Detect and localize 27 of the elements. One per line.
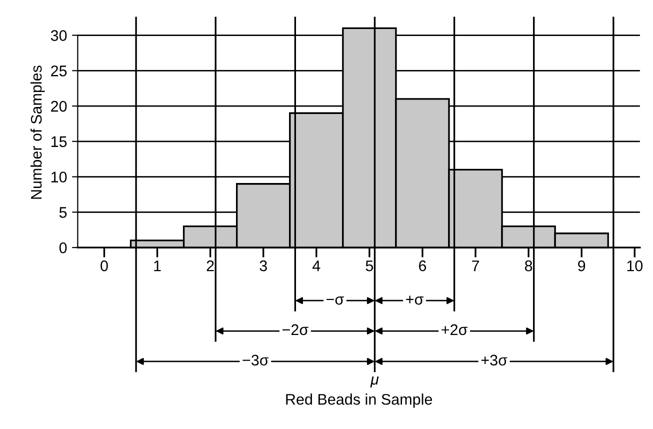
x-tick-label: 7 (472, 260, 479, 272)
text: −3σ (242, 354, 269, 366)
y-tick-label: 10 (51, 172, 67, 182)
y-axis-title: Number of Samples (30, 66, 45, 199)
x-tick-label: 4 (312, 260, 320, 272)
y-tick-label: 0 (59, 242, 67, 254)
y-tick-label: 30 (50, 30, 67, 41)
x-tick-label: 6 (419, 260, 426, 272)
x-tick-label: 0 (100, 260, 108, 272)
y-tick-label: 20 (51, 100, 67, 112)
y-tick-label: 5 (59, 207, 67, 218)
x-tick-label: 9 (578, 260, 586, 272)
ref-line-label: μ (370, 376, 379, 388)
text: +2σ (442, 324, 468, 336)
text: +3σ (481, 354, 508, 366)
x-tick-label: 5 (366, 260, 374, 272)
y-tick-label: 15 (51, 136, 67, 148)
y-tick-label: 25 (51, 66, 67, 76)
x-tick-label: 3 (260, 260, 267, 272)
x-tick-label: 10 (627, 260, 643, 272)
x-tick-label: 2 (206, 260, 214, 272)
text: −2σ (282, 324, 308, 336)
x-tick-label: 8 (524, 260, 532, 272)
text: +σ (406, 296, 424, 305)
text: Red Beads in Sample (286, 394, 432, 408)
text: −σ (326, 296, 344, 305)
x-tick-label: 1 (154, 260, 161, 272)
